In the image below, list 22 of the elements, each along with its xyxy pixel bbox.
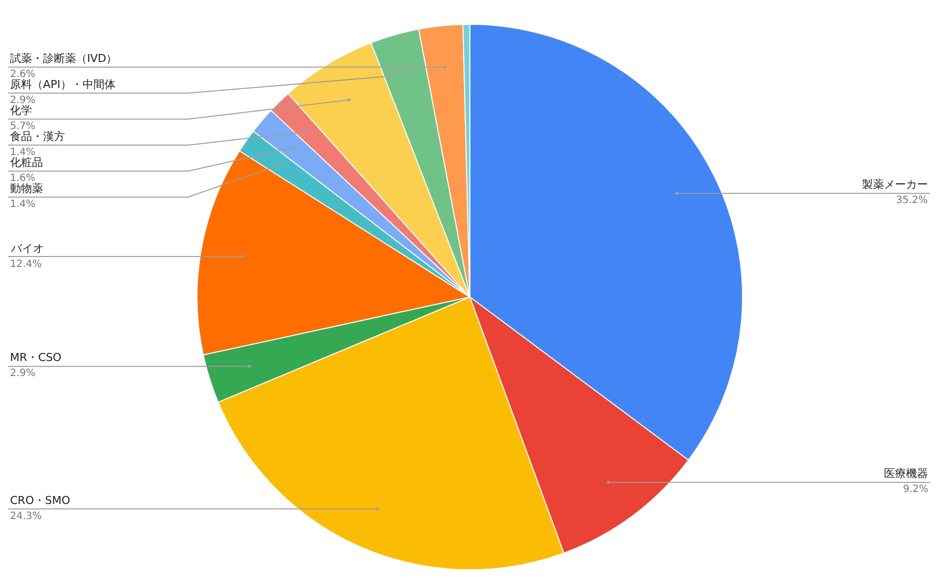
data-label: 1.4% bbox=[10, 147, 36, 158]
data-label: 2.9% bbox=[10, 95, 36, 106]
slice-label: 化学 bbox=[10, 104, 32, 117]
data-label: 2.6% bbox=[10, 69, 36, 80]
slice-label: バイオ bbox=[10, 242, 44, 255]
data-label: 5.7% bbox=[10, 121, 36, 132]
slice-label: 原料（API）・中間体 bbox=[10, 78, 116, 91]
slice-label: 化粧品 bbox=[10, 156, 43, 169]
slice-label: 食品・漢方 bbox=[10, 130, 65, 143]
slice-label: MR・CSO bbox=[10, 351, 62, 364]
data-label: 35.2% bbox=[896, 195, 928, 206]
data-label: 1.6% bbox=[10, 173, 36, 184]
data-label: 9.2% bbox=[903, 484, 928, 495]
slice-label: 医療機器 bbox=[884, 467, 928, 480]
slice-label: 試薬・診断薬（IVD） bbox=[10, 52, 118, 65]
data-label: 12.4% bbox=[10, 259, 42, 270]
slice-label: 動物薬 bbox=[10, 182, 43, 195]
slice-label: 製薬メーカー bbox=[862, 178, 928, 191]
data-label: 24.3% bbox=[10, 511, 42, 522]
data-label: 1.4% bbox=[10, 199, 36, 210]
slice-label: CRO・SMO bbox=[10, 494, 70, 507]
data-label: 2.9% bbox=[10, 368, 36, 379]
